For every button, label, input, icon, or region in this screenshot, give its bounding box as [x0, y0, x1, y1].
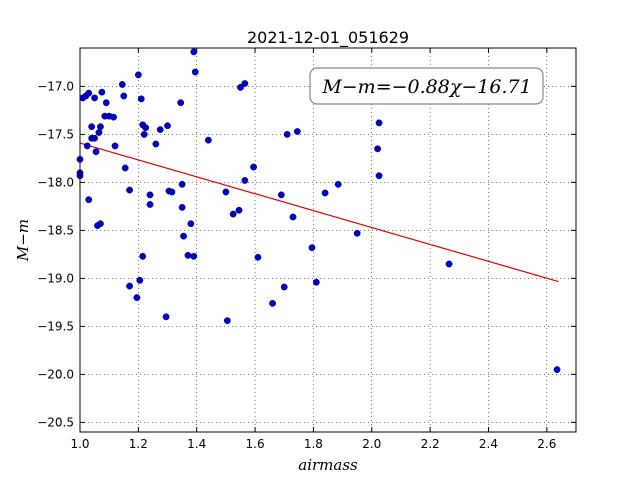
data-point: [241, 80, 249, 87]
plot-area: [80, 48, 576, 432]
x-tick-label: 1.0: [70, 437, 89, 451]
data-point: [120, 92, 128, 100]
data-point: [375, 119, 383, 127]
y-tick-label: −18.5: [37, 223, 74, 237]
data-point: [241, 177, 249, 184]
data-point: [85, 89, 93, 97]
data-point: [88, 123, 96, 131]
data-point: [375, 172, 383, 180]
y-tick-label: −20.0: [37, 367, 74, 381]
data-point: [152, 140, 160, 148]
data-point: [289, 213, 297, 221]
data-point: [237, 83, 244, 91]
data-point: [126, 186, 134, 194]
data-point: [118, 81, 126, 88]
data-point: [134, 71, 142, 79]
x-tick-label: 2.2: [421, 437, 440, 451]
data-point: [137, 95, 145, 103]
data-point: [111, 142, 119, 150]
data-point: [121, 164, 129, 172]
data-point: [187, 220, 195, 228]
data-point: [321, 189, 329, 197]
data-point: [180, 232, 187, 240]
data-point: [223, 317, 231, 325]
data-point: [184, 251, 192, 259]
data-point: [308, 244, 316, 252]
data-point: [190, 252, 198, 260]
data-point: [312, 278, 320, 286]
data-point: [353, 229, 361, 237]
fit-annotation-box: [309, 67, 544, 105]
data-point: [445, 260, 453, 268]
data-point: [250, 163, 258, 171]
data-point: [92, 148, 100, 156]
data-point: [277, 191, 285, 199]
data-point: [553, 366, 561, 373]
x-tick-label: 1.2: [129, 437, 148, 451]
data-point: [133, 294, 141, 301]
grid: [79, 48, 576, 432]
data-point: [254, 253, 262, 261]
data-point: [85, 196, 93, 204]
data-point: [190, 48, 198, 56]
data-point: [168, 188, 176, 196]
x-axis-label: airmass: [298, 456, 358, 474]
y-axis-label: M−m: [14, 219, 32, 262]
data-point: [110, 113, 117, 121]
data-point: [178, 180, 186, 188]
y-tick-label: −19.0: [37, 271, 74, 285]
data-point: [177, 99, 185, 107]
data-point: [98, 88, 106, 96]
data-point: [178, 203, 186, 211]
data-point: [280, 283, 288, 291]
fit-line: [79, 142, 559, 283]
fit-annotation-text: M−m=−0.88χ−16.71: [321, 76, 531, 98]
data-point: [146, 191, 154, 199]
data-point: [191, 68, 199, 76]
fit-line-group: [79, 142, 559, 283]
data-point: [235, 206, 243, 214]
x-tick-label: 2.0: [362, 437, 381, 451]
data-point: [334, 180, 342, 188]
axis-ticks: 1.0 1.2 1.4 1.6 1.8 2.0 2.2 2.4 2.6 −20.5 −20.0 −19…: [37, 48, 576, 451]
data-point: [95, 129, 103, 136]
y-tick-label: −20.5: [37, 415, 74, 429]
x-tick-label: 1.6: [246, 437, 265, 451]
data-point: [126, 282, 134, 290]
chart-title: 2021-12-01_051629: [247, 28, 409, 48]
data-point: [269, 299, 276, 307]
data-point: [293, 128, 301, 135]
data-point: [83, 142, 91, 150]
data-point: [102, 99, 110, 107]
y-tick-label: −19.5: [37, 319, 74, 333]
data-point: [222, 188, 230, 196]
data-point: [204, 136, 212, 144]
data-point: [97, 220, 104, 228]
data-point: [136, 276, 144, 284]
data-point: [97, 123, 104, 131]
data-point: [162, 313, 170, 321]
fit-annotation: M−m=−0.88χ−16.71: [309, 67, 544, 105]
data-point: [229, 210, 237, 218]
x-tick-label: 1.4: [187, 437, 206, 451]
data-point: [146, 201, 154, 208]
x-tick-label: 2.6: [537, 437, 556, 451]
data-point: [139, 252, 147, 260]
y-tick-label: −18.0: [37, 175, 74, 189]
data-point: [91, 134, 98, 142]
data-point: [156, 126, 164, 134]
y-tick-label: −17.0: [37, 79, 74, 93]
x-tick-label: 1.8: [304, 437, 323, 451]
data-points: [76, 48, 561, 373]
data-point: [164, 122, 171, 130]
data-point: [91, 94, 98, 102]
plot-frame: [79, 47, 577, 433]
data-point: [283, 130, 291, 138]
data-point: [142, 124, 150, 132]
y-tick-label: −17.5: [37, 127, 74, 141]
data-point: [140, 130, 148, 138]
data-point: [374, 145, 381, 153]
x-tick-label: 2.4: [479, 437, 498, 451]
